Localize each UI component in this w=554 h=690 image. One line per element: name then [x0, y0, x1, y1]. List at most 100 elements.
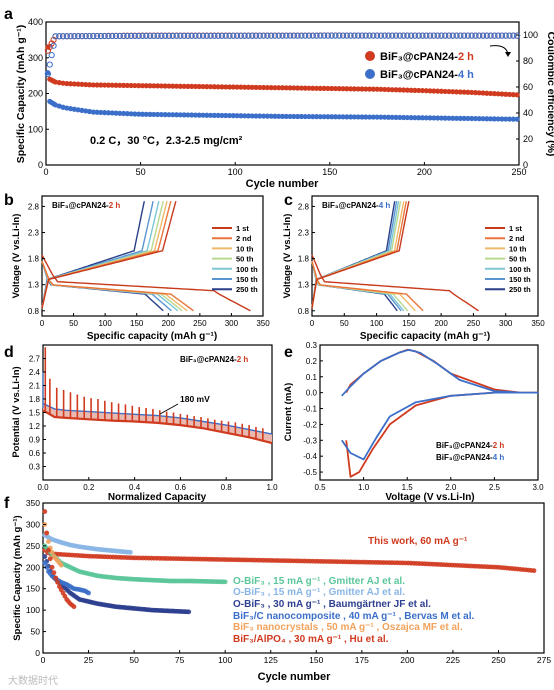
data-point	[374, 86, 380, 92]
data-point	[63, 33, 70, 40]
data-point	[283, 113, 289, 120]
data-point	[166, 112, 172, 118]
data-point	[46, 547, 51, 553]
legend-label: 150 th	[509, 275, 531, 284]
x-tick-label: 350	[531, 319, 545, 328]
data-point	[245, 84, 252, 90]
data-point	[124, 111, 130, 117]
data-point	[370, 86, 376, 92]
data-point	[245, 32, 252, 39]
x-tick-label: 75	[175, 655, 185, 665]
data-point	[302, 113, 308, 120]
data-point	[419, 87, 426, 94]
data-point	[449, 32, 456, 39]
legend-label: 2 nd	[236, 234, 252, 243]
x-tick-label: 200	[162, 319, 176, 328]
data-point	[397, 114, 403, 121]
data-point	[416, 87, 422, 94]
data-point	[347, 32, 354, 39]
data-point	[340, 114, 346, 120]
data-point	[348, 86, 354, 92]
data-point	[404, 87, 410, 93]
data-point	[55, 579, 60, 585]
data-point	[498, 32, 506, 39]
data-point	[472, 32, 479, 39]
y-tick-label: -0.2	[303, 420, 317, 429]
data-point	[279, 32, 286, 39]
data-point	[329, 85, 335, 92]
data-point	[207, 32, 214, 39]
data-point	[355, 114, 361, 120]
y2-tick-label: 80	[523, 56, 533, 66]
panel-f-plot	[42, 509, 537, 615]
data-point	[272, 113, 278, 119]
data-point	[313, 32, 320, 39]
x-tick-label: 275	[537, 655, 551, 665]
data-point	[431, 88, 437, 94]
data-point	[351, 114, 357, 120]
x-tick-label: 50	[69, 319, 78, 328]
x-tick-label: 0.5	[314, 483, 326, 492]
data-point	[249, 32, 256, 39]
discharge-curve	[41, 254, 251, 312]
data-point	[344, 114, 350, 120]
x-tick-label: 1.0	[266, 483, 278, 492]
data-point	[438, 115, 445, 121]
data-point	[124, 32, 131, 40]
data-point	[268, 113, 274, 119]
data-point	[442, 115, 448, 121]
legend-label: 10 th	[236, 244, 254, 253]
legend-marker-4h	[365, 69, 375, 79]
data-point	[450, 115, 456, 121]
data-point	[495, 116, 501, 122]
data-point	[200, 83, 206, 90]
panel-c: c 0 50 100 150 200 250 300 350 0.8 1.3 1.8 2.3 2.8 B…	[282, 192, 545, 342]
y-tick-label: -0.4	[303, 452, 317, 461]
data-point	[332, 85, 339, 92]
data-point	[412, 115, 418, 121]
data-point	[162, 112, 168, 118]
data-point	[132, 82, 138, 89]
data-point	[348, 114, 354, 120]
data-point	[242, 84, 248, 90]
data-point	[510, 116, 516, 122]
data-point	[268, 85, 274, 91]
data-point	[102, 110, 108, 116]
data-point	[79, 81, 85, 87]
data-point	[287, 113, 293, 120]
x-tick-label: 1.5	[402, 483, 414, 492]
data-point	[169, 32, 176, 39]
x-tick-label: 0.2	[83, 483, 95, 492]
data-point	[234, 113, 240, 119]
data-point	[170, 83, 176, 89]
data-point	[374, 32, 381, 39]
x-tick-label: 0.6	[175, 483, 187, 492]
panel-d-title: BiF₃@cPAN24-2 h	[180, 355, 248, 364]
data-point	[233, 32, 241, 39]
data-point	[215, 112, 221, 119]
discharge-curve	[311, 261, 424, 312]
data-point	[146, 32, 154, 39]
panel-c-title: BiF₃@cPAN24-4 h	[322, 201, 390, 210]
data-point	[50, 36, 57, 43]
data-point	[196, 112, 202, 118]
data-point	[465, 115, 471, 122]
panel-b-xlabel: Specific capacity (mAh g⁻¹)	[87, 331, 217, 342]
data-point	[457, 32, 464, 39]
panel-d-plot	[42, 347, 273, 445]
data-point	[283, 32, 290, 39]
data-point	[476, 32, 483, 39]
data-point	[230, 84, 236, 90]
data-point	[165, 32, 173, 39]
data-point	[309, 32, 316, 39]
data-point	[313, 114, 320, 120]
panel-f-axes: 0 25 50 75 100 125 150 175 200 225 250 275 0 50 100 150…	[26, 498, 552, 665]
data-point	[264, 84, 270, 91]
data-point	[291, 113, 297, 120]
legend-label: 50 th	[509, 255, 527, 264]
data-point	[404, 114, 410, 121]
y-tick-label: 200	[28, 89, 43, 99]
x-tick-label: 200	[434, 319, 448, 328]
data-point	[416, 115, 422, 121]
y-tick-label: 2.8	[298, 202, 310, 211]
